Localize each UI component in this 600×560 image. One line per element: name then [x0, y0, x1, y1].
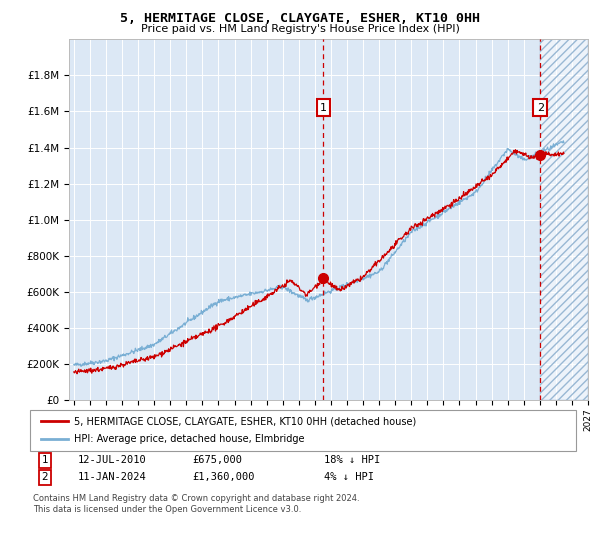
Text: £675,000: £675,000 [192, 455, 242, 465]
Text: 1: 1 [41, 455, 49, 465]
Text: 1: 1 [320, 103, 327, 113]
Text: 12-JUL-2010: 12-JUL-2010 [78, 455, 147, 465]
Text: 5, HERMITAGE CLOSE, CLAYGATE, ESHER, KT10 0HH (detached house): 5, HERMITAGE CLOSE, CLAYGATE, ESHER, KT1… [74, 417, 416, 426]
Text: 11-JAN-2024: 11-JAN-2024 [78, 472, 147, 482]
Text: 2: 2 [41, 472, 49, 482]
Text: 18% ↓ HPI: 18% ↓ HPI [324, 455, 380, 465]
Bar [540, 39, 588, 400]
Text: £1,360,000: £1,360,000 [192, 472, 254, 482]
Text: 4% ↓ HPI: 4% ↓ HPI [324, 472, 374, 482]
Bar [540, 39, 588, 400]
FancyBboxPatch shape [30, 410, 576, 451]
Text: 5, HERMITAGE CLOSE, CLAYGATE, ESHER, KT10 0HH: 5, HERMITAGE CLOSE, CLAYGATE, ESHER, KT1… [120, 12, 480, 25]
Text: HPI: Average price, detached house, Elmbridge: HPI: Average price, detached house, Elmb… [74, 435, 304, 444]
Text: 2: 2 [537, 103, 544, 113]
Text: Price paid vs. HM Land Registry's House Price Index (HPI): Price paid vs. HM Land Registry's House … [140, 24, 460, 34]
Text: Contains HM Land Registry data © Crown copyright and database right 2024.: Contains HM Land Registry data © Crown c… [33, 494, 359, 503]
Text: This data is licensed under the Open Government Licence v3.0.: This data is licensed under the Open Gov… [33, 505, 301, 514]
